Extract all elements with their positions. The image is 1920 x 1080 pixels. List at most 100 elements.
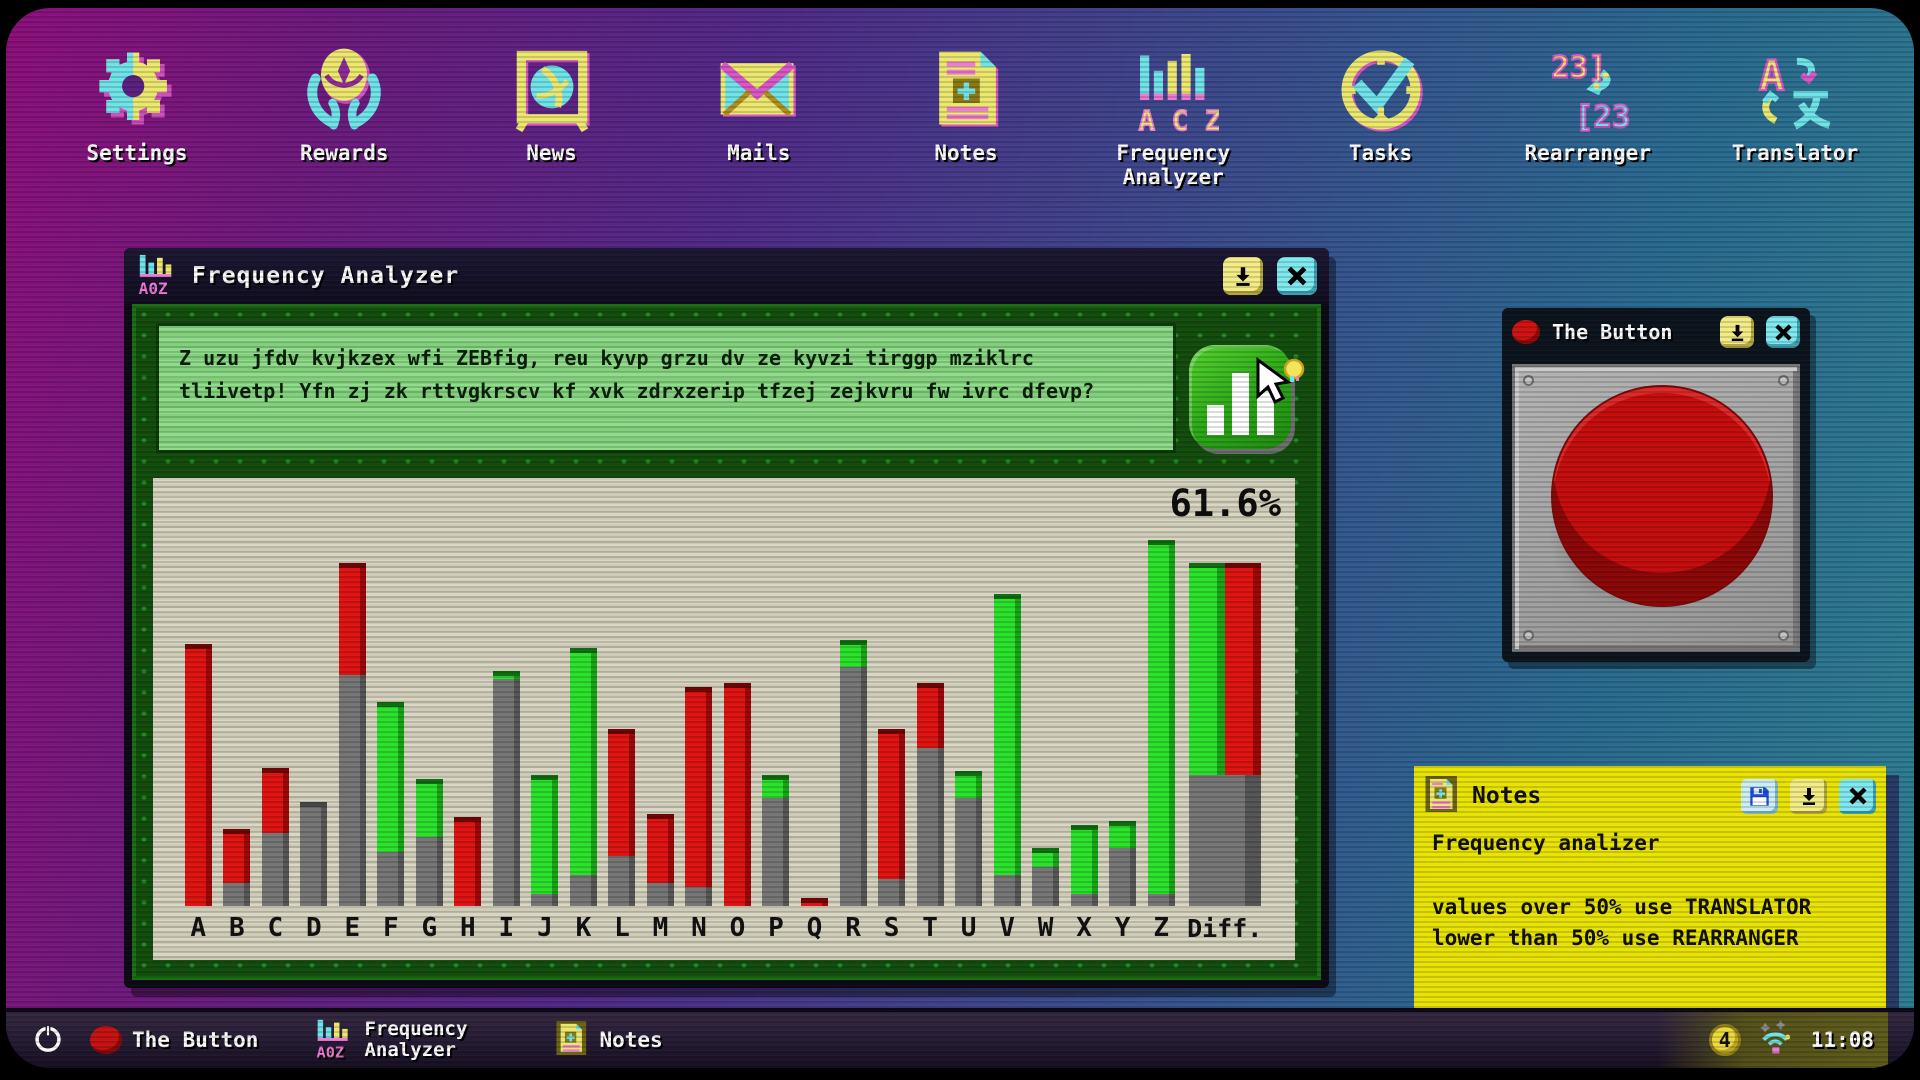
notes-body[interactable]: Frequency analizer values over 50% use T… xyxy=(1414,820,1886,961)
chart-bar-segment-gray xyxy=(993,875,1021,906)
chart-bar-Z: Z xyxy=(1142,516,1181,950)
desktop-icon-tasks[interactable]: Tasks xyxy=(1302,42,1460,189)
note-line: lower than 50% use REARRANGER xyxy=(1432,925,1799,950)
chart-category-label: D xyxy=(305,913,322,943)
frequency-analyzer-titlebar[interactable]: A0Z Frequency Analyzer xyxy=(124,248,1329,304)
chart-bar-G: G xyxy=(410,516,449,950)
close-button[interactable] xyxy=(1766,316,1800,348)
frequency-analyzer-window: A0Z Frequency Analyzer Z uzu jfdv kvjkze… xyxy=(124,248,1329,988)
close-button[interactable] xyxy=(1839,778,1876,814)
chart-bar-M: M xyxy=(641,516,680,950)
desktop-icon-label: Settings xyxy=(86,141,188,165)
chart-bar-segment-green xyxy=(1188,563,1225,775)
power-button[interactable] xyxy=(32,1022,64,1058)
svg-text:23]: 23] xyxy=(1551,51,1606,86)
chart-bar-segment-gray xyxy=(608,856,636,906)
mail-envelope-icon xyxy=(711,42,807,138)
desktop-icon-label: Rearranger xyxy=(1524,141,1651,165)
frequency-analyzer-icon: A C Z xyxy=(1125,42,1221,138)
desktop-icon-notes[interactable]: Notes xyxy=(887,42,1045,189)
news-globe-icon xyxy=(504,42,600,138)
desktop-icon-label: Mails xyxy=(727,141,791,165)
chart-bar-T: T xyxy=(911,516,950,950)
chart-bar-segment-green xyxy=(1109,821,1137,848)
chart-bar-B: B xyxy=(218,516,257,950)
chart-bar-segment-red xyxy=(454,817,482,906)
chart-bar-segment-green xyxy=(1070,825,1098,894)
chart-bar-segment-gray xyxy=(415,837,443,906)
taskbar-item-label: Notes xyxy=(599,1028,663,1052)
big-red-button[interactable] xyxy=(1553,387,1771,605)
minimize-button[interactable] xyxy=(1790,778,1827,814)
chart-category-label: C xyxy=(267,913,284,943)
diff-split-top xyxy=(1188,563,1261,775)
chart-bar-segment-gray xyxy=(1147,894,1175,906)
chart-bar-segment-green xyxy=(531,775,559,894)
taskbar-item-notes[interactable]: Notes xyxy=(555,1018,663,1062)
chart-bar-segment-gray xyxy=(685,887,713,906)
chart-category-label: H xyxy=(460,913,476,943)
chart-bar-segment-red xyxy=(646,814,674,883)
rearranger-icon: 23] [23 xyxy=(1540,42,1636,138)
minimize-button[interactable] xyxy=(1720,316,1754,348)
chart-bar-segment-gray xyxy=(377,852,405,906)
chart-category-label: S xyxy=(883,913,900,943)
chart-bar-segment-gray xyxy=(261,833,289,906)
frequency-analyzer-body: Z uzu jfdv kvjkzex wfi ZEBfig, reu kyvp … xyxy=(132,304,1321,980)
chart-bar-segment-green xyxy=(762,775,790,798)
svg-text:A0Z: A0Z xyxy=(139,279,168,297)
coin-count: 4 xyxy=(1718,1028,1731,1052)
notes-document-icon xyxy=(918,42,1014,138)
encrypted-message-line1: Z uzu jfdv kvjkzex wfi ZEBfig, reu kyvp … xyxy=(179,346,1034,370)
desktop-icon-frequency-analyzer[interactable]: A C Z Frequency Analyzer xyxy=(1094,42,1252,189)
chart-bar-S: S xyxy=(872,516,911,950)
the-button-titlebar[interactable]: The Button xyxy=(1502,308,1810,356)
chart-plot: A B C D E F G H I J K L M N O P Q R S T U V W X Y Z Diff. xyxy=(179,516,1269,950)
chart-category-label: W xyxy=(1037,913,1054,943)
desktop-icon-row: Settings Rewards xyxy=(58,42,1874,189)
chart-bar-U: U xyxy=(949,516,988,950)
taskbar-item-label: Frequency Analyzer xyxy=(364,1018,468,1061)
chart-bar-D: D xyxy=(295,516,334,950)
diff-percentage-label: 61.6% xyxy=(1169,482,1281,525)
taskbar-item-the-button[interactable]: The Button xyxy=(90,1026,258,1054)
save-button[interactable] xyxy=(1741,778,1778,814)
notes-titlebar[interactable]: Notes xyxy=(1414,766,1886,820)
chart-bar-segment-red xyxy=(801,898,828,906)
chart-bar-K: K xyxy=(564,516,603,950)
chart-bar-segment-green xyxy=(415,779,443,837)
taskbar-item-frequency-analyzer[interactable]: A0Z Frequency Analyzer xyxy=(314,1016,489,1064)
close-button[interactable] xyxy=(1277,257,1317,295)
chart-bar-segment-green xyxy=(569,648,597,875)
chart-category-label: U xyxy=(960,913,977,943)
desktop-icon-mails[interactable]: Mails xyxy=(680,42,838,189)
chart-bar-segment-red xyxy=(916,683,944,748)
red-button-icon xyxy=(90,1026,122,1054)
chart-bar-segment-gray xyxy=(1109,848,1137,906)
chart-bar-segment-gray xyxy=(916,748,944,906)
desktop-icon-rearranger[interactable]: 23] [23 Rearranger xyxy=(1509,42,1667,189)
chart-bar-L: L xyxy=(603,516,642,950)
rewards-icon xyxy=(296,42,392,138)
chart-bar-segment-green xyxy=(955,771,983,798)
chart-bar-segment-red xyxy=(878,729,906,879)
desktop-icon-translator[interactable]: A Translator xyxy=(1716,42,1874,189)
chart-category-label: Q xyxy=(806,913,823,943)
chart-bar-segment-red xyxy=(1224,563,1261,775)
chart-bar-segment-gray xyxy=(300,802,328,906)
minimize-button[interactable] xyxy=(1223,257,1263,295)
desktop-icon-rewards[interactable]: Rewards xyxy=(265,42,423,189)
taskbar-item-label: The Button xyxy=(132,1028,259,1052)
chart-bar-segment-gray xyxy=(646,883,674,906)
desktop-icon-news[interactable]: News xyxy=(473,42,631,189)
chart-category-label: N xyxy=(691,913,707,943)
gear-icon xyxy=(89,42,185,138)
chart-bar-segment-red xyxy=(184,644,212,906)
desktop-icon-settings[interactable]: Settings xyxy=(58,42,216,189)
chart-bar-segment-gray xyxy=(492,679,520,906)
chart-bar-segment-gray xyxy=(1032,867,1060,906)
chart-bar-segment-red xyxy=(261,768,289,833)
chart-category-label: G xyxy=(421,913,438,943)
chart-bar-segment-green xyxy=(993,594,1021,875)
